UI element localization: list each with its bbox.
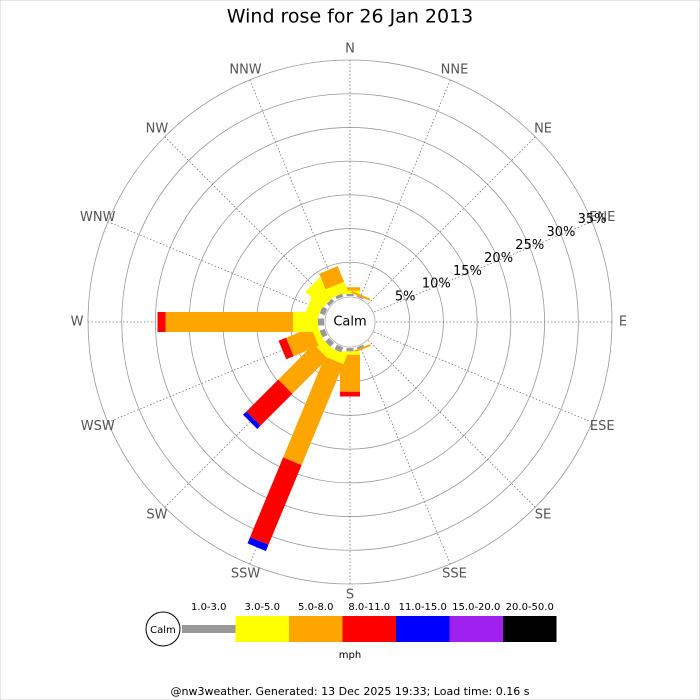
legend-label: 11.0-15.0: [399, 602, 447, 613]
wind-segment: [319, 306, 328, 316]
wind-segment: [283, 356, 344, 466]
spoke: [249, 79, 341, 299]
wind-segment: [278, 344, 328, 394]
r-tick-label: 20%: [484, 251, 513, 266]
wind-segment: [243, 411, 261, 429]
spoke: [359, 79, 451, 299]
wind-segment: [293, 312, 318, 332]
wind-segment: [346, 348, 354, 352]
legend-calm-label: Calm: [150, 625, 176, 636]
spoke: [368, 136, 536, 304]
direction-label: NW: [146, 121, 169, 136]
spoke: [107, 221, 327, 313]
wind-segment: [165, 312, 293, 332]
wind-segment: [346, 294, 354, 296]
unit-label: mph: [339, 650, 361, 661]
direction-label: N: [345, 42, 355, 57]
wind-segment: [326, 298, 335, 307]
footer: @nw3weather. Generated: 13 Dec 2025 19:3…: [171, 685, 530, 698]
r-tick-label: 35%: [578, 212, 607, 227]
legend-calm: [145, 611, 181, 647]
legend-swatch: [396, 616, 450, 642]
direction-label: NNW: [229, 62, 261, 77]
direction-label: SW: [146, 508, 167, 523]
spoke: [368, 340, 536, 508]
direction-label: SE: [535, 508, 551, 523]
wind-segment: [317, 318, 324, 326]
wind-segment: [351, 344, 371, 354]
wind-segment: [319, 266, 345, 290]
legend-swatch: [449, 616, 503, 642]
spoke: [373, 331, 593, 423]
r-tick-label: 10%: [422, 277, 451, 292]
wind-segment: [351, 291, 371, 301]
wind-segment: [278, 337, 294, 360]
wind-segment: [335, 293, 344, 300]
direction-label: S: [346, 588, 354, 603]
legend-label: 8.0-11.0: [348, 602, 390, 613]
grid-ring: [121, 93, 579, 551]
spoke: [359, 345, 451, 565]
wind-segment: [340, 351, 360, 355]
wind-segment: [246, 379, 293, 426]
r-tick-label: 15%: [453, 264, 482, 279]
direction-label: NNE: [441, 62, 469, 77]
wind-segment: [286, 327, 319, 357]
wind-segment: [157, 312, 166, 332]
wind-segment: [356, 295, 364, 300]
legend-label: 3.0-5.0: [245, 602, 280, 613]
wind-segment: [334, 344, 344, 353]
chart-title: Wind rose for 26 Jan 2013: [227, 6, 474, 28]
wind-segment: [340, 391, 360, 397]
legend-swatch: [235, 616, 289, 642]
spoke: [164, 136, 332, 304]
r-tick-label: 5%: [395, 290, 416, 305]
wind-segment: [305, 277, 337, 309]
legend-swatch: [289, 616, 343, 642]
direction-label: NE: [534, 121, 552, 136]
direction-label: WSW: [81, 419, 115, 434]
direction-label: WNW: [80, 210, 116, 225]
legend-label: 5.0-8.0: [298, 602, 333, 613]
direction-label: W: [71, 315, 84, 330]
wind-segment: [325, 337, 335, 347]
direction-label: SSE: [442, 567, 467, 582]
calm-label: Calm: [333, 315, 366, 330]
wind-segment: [319, 328, 328, 338]
legend-swatch: [342, 616, 396, 642]
wind-segment: [340, 354, 360, 392]
spoke: [373, 221, 593, 313]
r-tick-label: 30%: [546, 225, 575, 240]
legend-swatch: [503, 616, 557, 642]
legend-label: 15.0-20.0: [452, 602, 500, 613]
r-tick-label: 25%: [515, 238, 544, 253]
calm-circle: [324, 296, 376, 348]
wind-segment: [250, 457, 302, 545]
wind-segment: [325, 281, 348, 299]
legend-label: 1.0-3.0: [191, 602, 226, 613]
wind-segment: [356, 344, 364, 350]
legend-label: 20.0-50.0: [506, 602, 554, 613]
direction-label: ENE: [589, 210, 615, 225]
direction-label: ESE: [590, 419, 615, 434]
direction-label: SSW: [231, 567, 261, 582]
legend-swatch: [182, 625, 236, 633]
direction-label: E: [619, 315, 627, 330]
wind-segment: [247, 537, 269, 552]
